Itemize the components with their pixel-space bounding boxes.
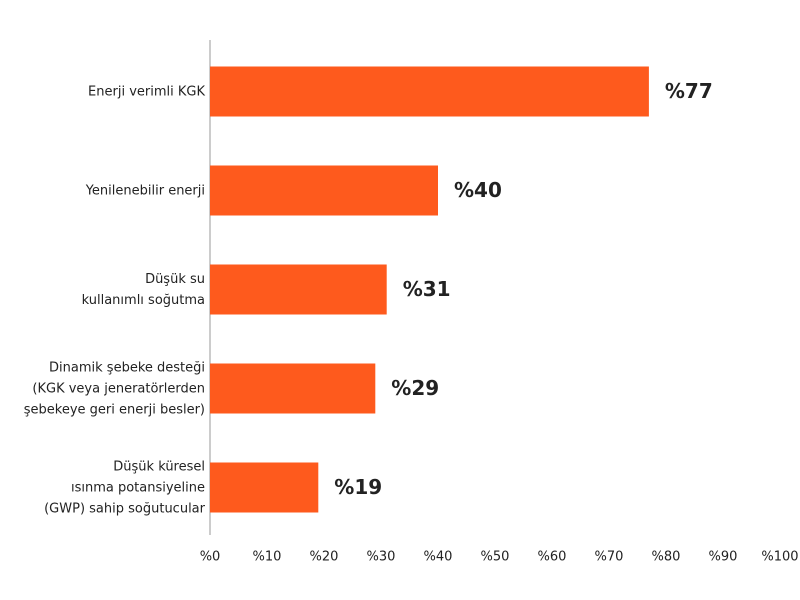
bar bbox=[210, 462, 319, 513]
x-tick-label: %20 bbox=[310, 550, 339, 565]
x-tick-label: %40 bbox=[424, 550, 453, 565]
x-tick-label: %60 bbox=[538, 550, 567, 565]
x-tick-label: %50 bbox=[481, 550, 510, 565]
x-tick-label: %10 bbox=[253, 550, 282, 565]
x-tick-label: %80 bbox=[652, 550, 681, 565]
x-tick-label: %0 bbox=[200, 550, 221, 565]
bar bbox=[210, 264, 387, 315]
value-label: %40 bbox=[454, 178, 502, 202]
category-label: Enerji verimli KGK bbox=[88, 84, 205, 99]
category-label: Düşük su kullanımlı soğutma bbox=[81, 271, 205, 308]
category-label: Düşük küresel ısınma potansiyeline (GWP)… bbox=[44, 459, 205, 516]
bar bbox=[210, 66, 649, 117]
x-tick-label: %90 bbox=[709, 550, 738, 565]
value-label: %77 bbox=[665, 79, 713, 103]
bar bbox=[210, 165, 438, 216]
x-tick-label: %100 bbox=[761, 550, 798, 565]
x-tick-label: %70 bbox=[595, 550, 624, 565]
value-label: %29 bbox=[391, 376, 439, 400]
x-tick-label: %30 bbox=[367, 550, 396, 565]
value-label: %19 bbox=[334, 475, 382, 499]
category-label: Yenilenebilir enerji bbox=[85, 183, 205, 198]
category-label: Dinamik şebeke desteği (KGK veya jenerat… bbox=[23, 360, 205, 417]
value-label: %31 bbox=[403, 277, 451, 301]
bar bbox=[210, 363, 376, 414]
